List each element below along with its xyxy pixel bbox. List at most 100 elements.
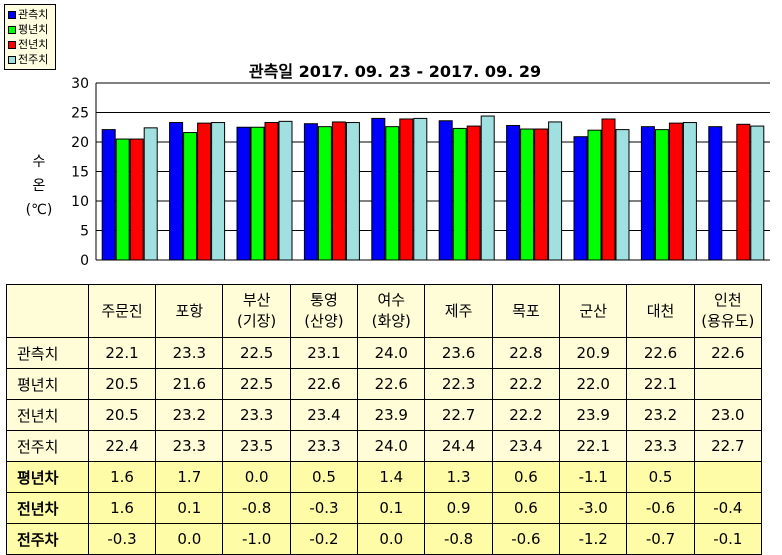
- table-cell: -0.4: [693, 492, 763, 524]
- table-cell: 24.0: [357, 337, 426, 369]
- bar: [236, 126, 251, 261]
- table-cell: -1.1: [559, 461, 628, 493]
- table-cell: 0.1: [155, 492, 224, 524]
- bar: [385, 126, 400, 261]
- row-label: 전주치: [6, 430, 89, 462]
- table-cell: 1.6: [87, 461, 157, 493]
- bar: [640, 126, 655, 261]
- category-label: 부산 (기장): [222, 284, 291, 338]
- table-cell: 23.4: [491, 430, 561, 462]
- category-label: 여수 (화양): [357, 284, 426, 338]
- y-axis-label-line: 온: [32, 178, 46, 194]
- bar: [129, 138, 144, 261]
- table-cell: 20.5: [87, 368, 157, 400]
- bar: [143, 127, 158, 261]
- bar: [371, 117, 386, 261]
- bar: [250, 126, 265, 261]
- legend-swatch: [8, 40, 16, 49]
- table-cell: 22.2: [491, 368, 561, 400]
- table-cell: 22.6: [289, 368, 359, 400]
- y-axis-label-line: (℃): [25, 202, 53, 218]
- table-cell: 23.3: [222, 399, 291, 431]
- bar: [183, 132, 198, 261]
- table-cell: -0.6: [491, 523, 561, 555]
- bar: [520, 128, 535, 261]
- table-cell: 22.5: [222, 368, 291, 400]
- table-cell: 22.7: [693, 430, 763, 462]
- table-cell: 22.3: [424, 368, 493, 400]
- bar: [278, 120, 293, 261]
- table-cell: 23.2: [155, 399, 224, 431]
- row-label: 관측치: [6, 337, 89, 369]
- bar: [413, 117, 428, 261]
- category-label: 군산: [559, 284, 628, 338]
- table-cell: 23.6: [424, 337, 493, 369]
- table-cell: 0.9: [424, 492, 493, 524]
- bar: [452, 127, 467, 261]
- bar: [682, 122, 697, 261]
- table-cell: 23.3: [155, 337, 224, 369]
- table-row: 평년치 20.5 21.6 22.5 22.6 22.6 22.3 22.2 22.0 22.1: [6, 368, 763, 400]
- bar-chart: 0 5 10 15 20 25 30: [71, 76, 770, 269]
- legend-item: 관측치: [8, 7, 52, 22]
- table-cell: 20.5: [87, 399, 157, 431]
- table-cell: 1.6: [87, 492, 157, 524]
- bar: [331, 121, 346, 261]
- table-cell: 22.6: [357, 368, 426, 400]
- legend-item: 평년치: [8, 22, 52, 37]
- table-cell: 22.0: [559, 368, 628, 400]
- table-cell: 23.5: [222, 430, 291, 462]
- bar: [506, 124, 521, 261]
- bar: [101, 129, 116, 261]
- table-row: 전주차 -0.3 0.0 -1.0 -0.2 0.0 -0.8 -0.6 -1.2 -0.7 -0.…: [6, 523, 763, 555]
- bar: [654, 129, 669, 261]
- table-cell: 22.5: [222, 337, 291, 369]
- bar: [534, 128, 549, 261]
- table-cell: 22.1: [87, 337, 157, 369]
- table-cell: -0.3: [87, 523, 157, 555]
- table-header-row: 주문진 포항 부산 (기장) 통영 (산양) 여수 (화양) 제주 목포 군산 대천 인천 (용유…: [6, 284, 763, 338]
- y-tick-label: 20: [71, 135, 89, 151]
- row-label: 평년치: [6, 368, 89, 400]
- table-cell: 21.6: [155, 368, 224, 400]
- chart-title-text: 관측일 2017. 09. 23 - 2017. 09. 29: [248, 62, 542, 81]
- table-cell: -1.2: [559, 523, 628, 555]
- table-cell: 1.3: [424, 461, 493, 493]
- legend-swatch: [8, 25, 16, 34]
- table-row: 관측치 22.1 23.3 22.5 23.1 24.0 23.6 22.8 20.9 22.6 2…: [6, 337, 763, 369]
- table-cell: 23.9: [559, 399, 628, 431]
- table-cell: 0.5: [289, 461, 359, 493]
- legend-swatch: [8, 10, 16, 19]
- table-cell: -3.0: [559, 492, 628, 524]
- table-cell: 23.0: [693, 399, 763, 431]
- bar: [264, 122, 279, 261]
- table-cell: [693, 461, 763, 493]
- table-cell: 22.2: [491, 399, 561, 431]
- row-label: 전년차: [6, 492, 89, 524]
- table-cell: -0.7: [626, 523, 695, 555]
- category-label: 포항: [155, 284, 224, 338]
- table-cell: [693, 368, 763, 400]
- table-cell: 24.4: [424, 430, 493, 462]
- y-axis-label-line: 수: [32, 154, 46, 170]
- y-tick-label: 0: [80, 253, 89, 269]
- table-cell: 0.6: [491, 492, 561, 524]
- bar: [668, 122, 683, 261]
- bar: [736, 123, 751, 261]
- legend-item: 전년치: [8, 37, 52, 52]
- category-label: 제주: [424, 284, 493, 338]
- bar: [480, 115, 495, 261]
- table-row: 전주치 22.4 23.3 23.5 23.3 24.0 24.4 23.4 22.1 23.3 2…: [6, 430, 763, 462]
- y-tick-label: 10: [71, 194, 89, 210]
- table-cell: -1.0: [222, 523, 291, 555]
- y-tick-label: 30: [71, 76, 89, 92]
- table-cell: 23.3: [155, 430, 224, 462]
- table-cell: 22.6: [626, 337, 695, 369]
- table-cell: 24.0: [357, 430, 426, 462]
- y-tick-label: 5: [80, 224, 89, 240]
- table-cell: 22.1: [626, 368, 695, 400]
- table-cell: 22.1: [559, 430, 628, 462]
- bar: [601, 118, 616, 261]
- bar: [708, 126, 723, 261]
- bar: [399, 118, 414, 261]
